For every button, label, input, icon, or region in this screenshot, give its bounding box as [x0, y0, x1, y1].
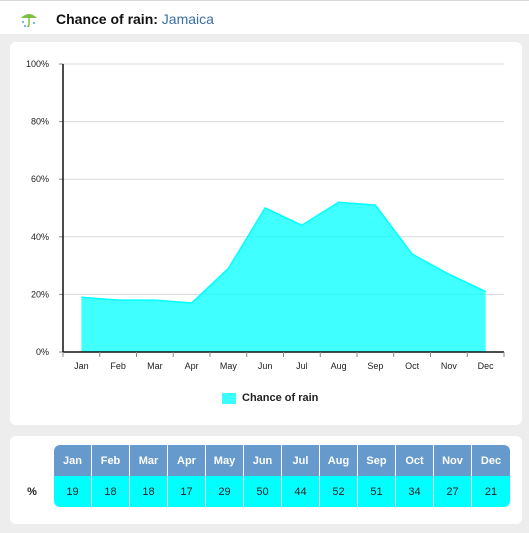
table-month-header: Aug	[320, 445, 358, 476]
rain-chart: 0% 20% 40% 60% 80% 100% Jan Feb Mar Apr May Jun Jul A…	[26, 59, 505, 371]
table-month-header: Dec	[472, 445, 510, 476]
x-tick-label: Jun	[258, 361, 273, 371]
table-month-header: May	[206, 445, 244, 476]
month-header-row: Jan Feb Mar Apr May Jun Jul Aug Sep Oct Nov Dec	[10, 445, 510, 476]
table-month-header: Mar	[130, 445, 168, 476]
table-value-cell: 27	[434, 476, 472, 507]
table-month-header: Feb	[92, 445, 130, 476]
x-tick-label: Sep	[367, 361, 383, 371]
x-tick-label: Oct	[405, 361, 420, 371]
rain-table: Jan Feb Mar Apr May Jun Jul Aug Sep Oct Nov Dec % 1…	[10, 445, 510, 507]
x-tick-label: Aug	[331, 361, 347, 371]
legend-label: Chance of rain	[242, 392, 319, 404]
title-prefix: Chance of rain:	[56, 11, 158, 27]
page-header: Chance of rain: Jamaica	[0, 0, 529, 34]
table-corner	[10, 445, 54, 476]
x-tick-label: Mar	[147, 361, 163, 371]
y-tick-label: 40%	[31, 232, 49, 242]
table-value-cell: 17	[168, 476, 206, 507]
y-tick-label: 20%	[31, 289, 49, 299]
chart-legend[interactable]: Chance of rain	[222, 392, 318, 404]
table-value-cell: 18	[92, 476, 130, 507]
rain-area	[81, 202, 486, 352]
table-month-header: Nov	[434, 445, 472, 476]
x-tick-label: Jul	[296, 361, 308, 371]
x-tick-label: Dec	[478, 361, 495, 371]
value-row: % 19 18 18 17 29 50 44 52 51 34 27 21	[10, 476, 510, 507]
location-link[interactable]: Jamaica	[161, 11, 214, 27]
y-tick-label: 100%	[26, 59, 49, 69]
table-month-header: Apr	[168, 445, 206, 476]
chart-card: 0% 20% 40% 60% 80% 100% Jan Feb Mar Apr May Jun Jul A…	[10, 42, 522, 425]
x-tick-label: May	[220, 361, 238, 371]
table-value-cell: 50	[244, 476, 282, 507]
table-month-header: Oct	[396, 445, 434, 476]
table-value-cell: 52	[320, 476, 358, 507]
table-month-header: Jun	[244, 445, 282, 476]
x-tick-label: Apr	[185, 361, 199, 371]
rain-line	[81, 201, 486, 304]
x-tick-label: Nov	[441, 361, 458, 371]
table-month-header: Sep	[358, 445, 396, 476]
y-tick-label: 80%	[31, 117, 49, 127]
y-tick-label: 60%	[31, 174, 49, 184]
table-value-cell: 19	[54, 476, 92, 507]
row-label: %	[10, 476, 54, 507]
table-month-header: Jul	[282, 445, 320, 476]
table-value-cell: 29	[206, 476, 244, 507]
table-value-cell: 51	[358, 476, 396, 507]
x-tick-label: Jan	[74, 361, 89, 371]
page-title: Chance of rain: Jamaica	[56, 11, 214, 27]
table-value-cell: 18	[130, 476, 168, 507]
table-value-cell: 34	[396, 476, 434, 507]
x-tick-label: Feb	[110, 361, 126, 371]
umbrella-rain-icon	[21, 14, 37, 28]
rain-table-card: Jan Feb Mar Apr May Jun Jul Aug Sep Oct Nov Dec % 1…	[10, 436, 522, 524]
table-value-cell: 21	[472, 476, 510, 507]
table-month-header: Jan	[54, 445, 92, 476]
legend-swatch	[222, 392, 236, 404]
table-value-cell: 44	[282, 476, 320, 507]
y-tick-label: 0%	[36, 347, 49, 357]
